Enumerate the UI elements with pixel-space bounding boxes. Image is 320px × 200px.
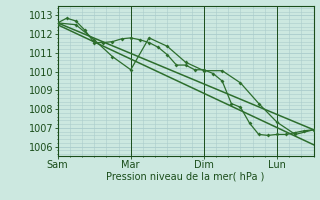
X-axis label: Pression niveau de la mer( hPa ): Pression niveau de la mer( hPa ) [107, 172, 265, 182]
